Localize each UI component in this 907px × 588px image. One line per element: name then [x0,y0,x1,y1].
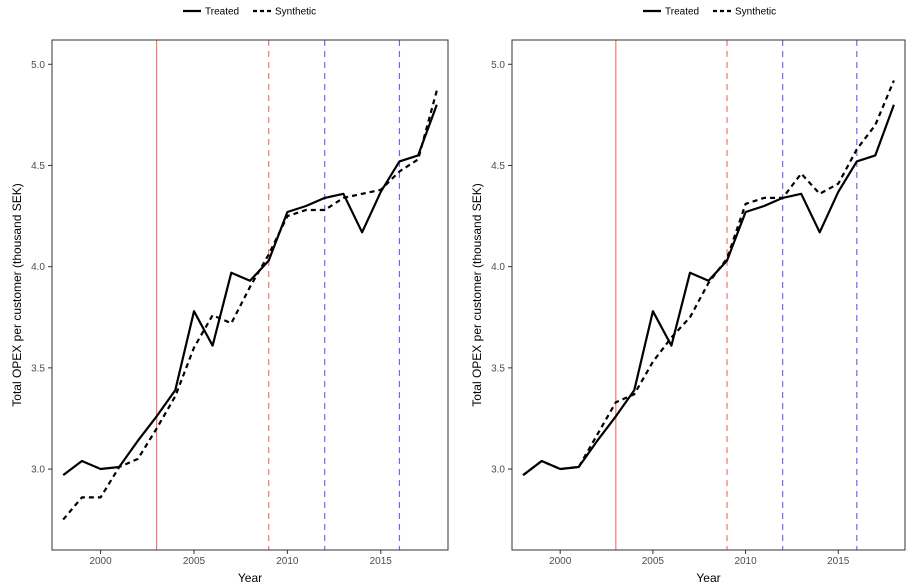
series-line-treated [62,104,438,476]
x-tick-label: 2005 [183,556,206,567]
legend-label-synthetic: Synthetic [275,7,316,18]
y-tick-label: 5.0 [491,60,505,71]
x-tick-label: 2005 [642,556,665,567]
y-tick-label: 3.5 [491,363,505,374]
x-tick-label: 2015 [827,556,850,567]
y-axis-title: Total OPEX per customer (thousand SEK) [470,183,484,406]
left-panel: 2000 2005 2010 2015 3.0 3.5 4.0 4.5 5.0 Year Total… [10,7,449,585]
panel-border [51,39,449,551]
x-tick-label: 2010 [276,556,299,567]
x-tick-label: 2000 [89,556,112,567]
right-panel: 2000 2005 2010 2015 3.0 3.5 4.0 4.5 5.0 Year Total… [470,7,906,585]
x-tick-label: 2015 [370,556,393,567]
y-tick-label: 4.5 [31,161,45,172]
legend-label-treated: Treated [665,7,699,18]
y-axis-title: Total OPEX per customer (thousand SEK) [10,183,24,406]
y-tick-label: 4.5 [491,161,505,172]
x-tick-label: 2010 [734,556,757,567]
y-tick-label: 3.5 [31,363,45,374]
legend-label-treated: Treated [205,7,239,18]
x-axis-title: Year [238,571,262,585]
series-line-treated [522,104,895,476]
y-tick-label: 4.0 [491,262,505,273]
y-tick-label: 4.0 [31,262,45,273]
y-tick-label: 3.0 [31,465,45,476]
y-tick-label: 5.0 [31,60,45,71]
series-line-synthetic [522,80,895,476]
series-line-synthetic [62,90,438,521]
x-axis-title: Year [696,571,720,585]
x-tick-label: 2000 [549,556,572,567]
y-tick-label: 3.0 [491,465,505,476]
legend-label-synthetic: Synthetic [735,7,776,18]
panel-border [511,39,906,551]
